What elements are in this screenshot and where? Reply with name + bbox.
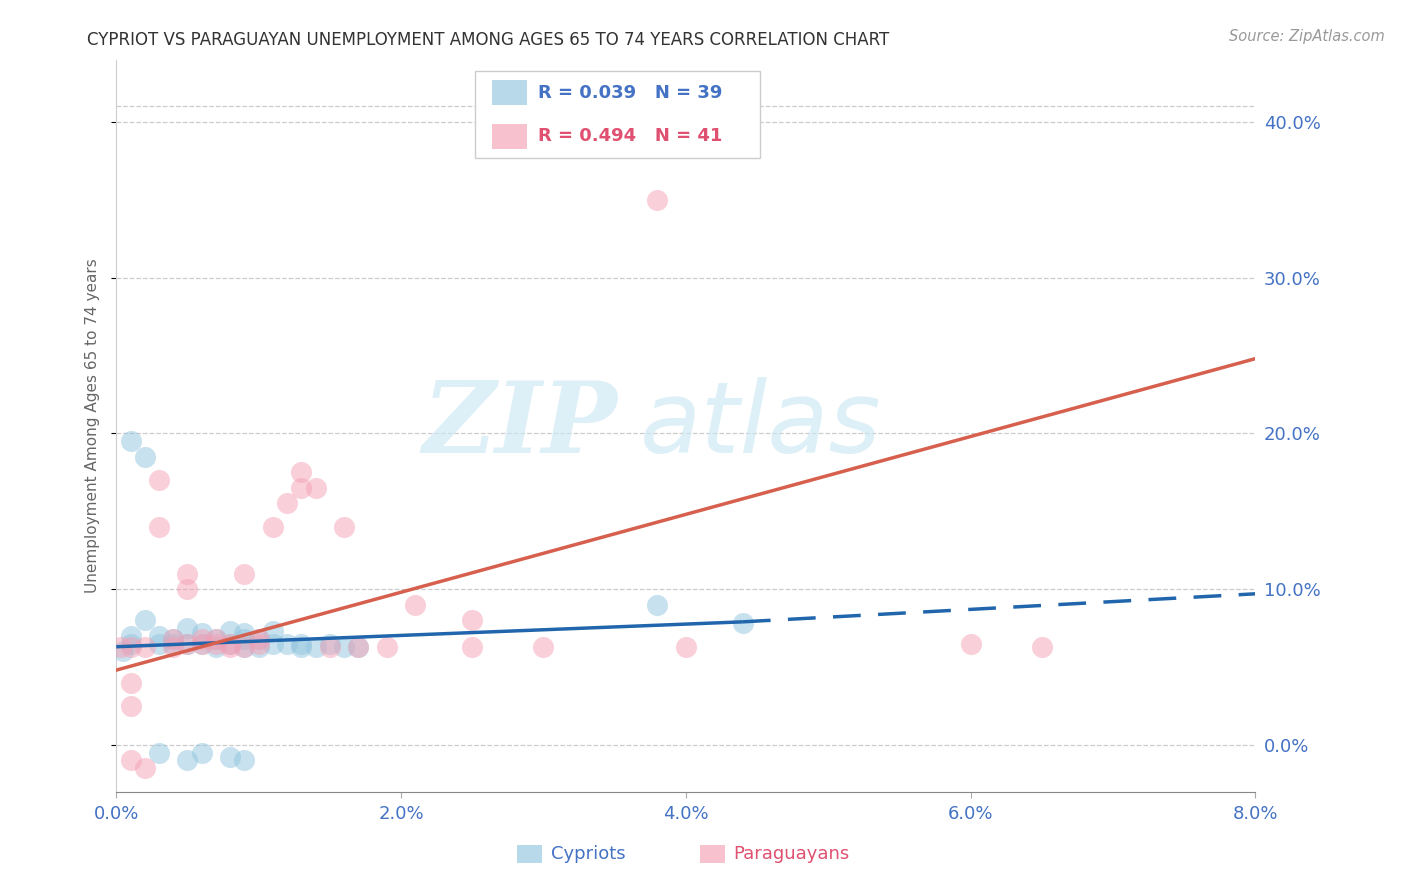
Point [319,637,342,651]
Point [190,637,212,651]
Point [120,640,142,654]
Point [148,473,170,487]
Point [533,640,555,654]
Point [190,625,212,640]
Point [247,640,270,654]
Point [190,637,212,651]
Point [404,598,426,612]
Point [219,637,242,651]
Point [347,640,370,654]
Point [176,754,198,768]
Point [176,566,198,581]
Point [162,632,184,646]
Point [219,640,242,654]
Point [205,632,228,646]
Point [959,637,981,651]
Point [190,632,212,646]
Point [110,640,132,654]
Point [461,640,484,654]
Y-axis label: Unemployment Among Ages 65 to 74 years: Unemployment Among Ages 65 to 74 years [86,258,100,593]
Point [176,582,198,596]
Point [262,624,284,639]
Point [262,637,284,651]
Point [247,637,270,651]
Point [134,613,156,627]
Point [290,481,312,495]
Point [290,637,312,651]
Point [233,754,256,768]
Point [148,629,170,643]
Point [176,637,198,651]
Point [233,632,256,646]
Point [205,640,228,654]
Point [233,640,256,654]
Point [375,640,398,654]
Point [120,629,142,643]
Point [247,632,270,646]
Point [219,637,242,651]
Point [233,566,256,581]
Point [120,698,142,713]
Point [148,637,170,651]
Text: CYPRIOT VS PARAGUAYAN UNEMPLOYMENT AMONG AGES 65 TO 74 YEARS CORRELATION CHART: CYPRIOT VS PARAGUAYAN UNEMPLOYMENT AMONG… [87,31,890,49]
Text: Cypriots: Cypriots [551,845,626,863]
Point [675,640,697,654]
Point [120,754,142,768]
Point [205,632,228,646]
Point [134,640,156,654]
Point [162,632,184,646]
Point [205,637,228,651]
Point [148,520,170,534]
Point [162,637,184,651]
Text: Source: ZipAtlas.com: Source: ZipAtlas.com [1229,29,1385,44]
Point [148,746,170,760]
Point [333,640,356,654]
Point [176,621,198,635]
Point [112,644,135,658]
Point [247,632,270,646]
Point [276,496,298,510]
Text: R = 0.039   N = 39: R = 0.039 N = 39 [538,84,723,102]
Point [120,675,142,690]
Text: Paraguayans: Paraguayans [734,845,851,863]
Point [647,193,669,207]
Point [647,598,669,612]
Point [290,640,312,654]
Point [333,520,356,534]
Point [233,640,256,654]
Point [134,761,156,775]
Point [290,466,312,480]
Point [304,481,326,495]
Point [233,625,256,640]
Point [120,637,142,651]
Point [731,616,754,631]
Point [1031,640,1053,654]
Point [276,637,298,651]
Point [176,637,198,651]
Point [461,613,484,627]
Text: atlas: atlas [640,377,882,474]
Point [262,520,284,534]
Point [347,640,370,654]
Point [162,640,184,654]
Point [219,750,242,764]
Point [190,746,212,760]
Point [319,640,342,654]
Text: ZIP: ZIP [423,377,617,474]
Text: R = 0.494   N = 41: R = 0.494 N = 41 [538,128,723,145]
Point [120,434,142,449]
Point [219,624,242,639]
Point [134,450,156,464]
Point [304,640,326,654]
